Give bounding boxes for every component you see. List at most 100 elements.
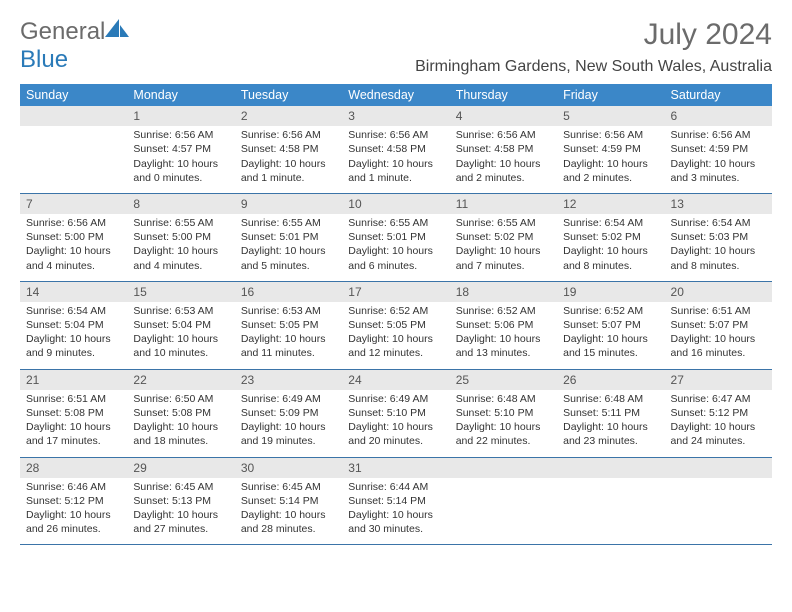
day-number: 13 [665,194,772,214]
day-body: Sunrise: 6:55 AMSunset: 5:01 PMDaylight:… [235,214,342,281]
calendar-cell [665,457,772,545]
day-number: 14 [20,282,127,302]
day-number: 25 [450,370,557,390]
day-body [665,478,772,528]
day-header: Tuesday [235,84,342,106]
calendar-cell: 17Sunrise: 6:52 AMSunset: 5:05 PMDayligh… [342,281,449,369]
day-body: Sunrise: 6:56 AMSunset: 4:58 PMDaylight:… [235,126,342,193]
day-body: Sunrise: 6:48 AMSunset: 5:10 PMDaylight:… [450,390,557,457]
day-number: 10 [342,194,449,214]
day-number: 12 [557,194,664,214]
calendar-cell: 13Sunrise: 6:54 AMSunset: 5:03 PMDayligh… [665,193,772,281]
calendar-cell: 26Sunrise: 6:48 AMSunset: 5:11 PMDayligh… [557,369,664,457]
calendar-table: SundayMondayTuesdayWednesdayThursdayFrid… [20,84,772,545]
day-body: Sunrise: 6:56 AMSunset: 4:59 PMDaylight:… [557,126,664,193]
day-header: Monday [127,84,234,106]
calendar-cell: 11Sunrise: 6:55 AMSunset: 5:02 PMDayligh… [450,193,557,281]
calendar-cell: 8Sunrise: 6:55 AMSunset: 5:00 PMDaylight… [127,193,234,281]
day-number: 11 [450,194,557,214]
day-number: 16 [235,282,342,302]
day-number: 3 [342,106,449,126]
calendar-cell: 20Sunrise: 6:51 AMSunset: 5:07 PMDayligh… [665,281,772,369]
day-number [20,106,127,126]
day-header-row: SundayMondayTuesdayWednesdayThursdayFrid… [20,84,772,106]
calendar-cell: 5Sunrise: 6:56 AMSunset: 4:59 PMDaylight… [557,106,664,193]
calendar-row: 1Sunrise: 6:56 AMSunset: 4:57 PMDaylight… [20,106,772,193]
calendar-row: 7Sunrise: 6:56 AMSunset: 5:00 PMDaylight… [20,193,772,281]
day-number: 29 [127,458,234,478]
calendar-cell: 3Sunrise: 6:56 AMSunset: 4:58 PMDaylight… [342,106,449,193]
day-body: Sunrise: 6:52 AMSunset: 5:06 PMDaylight:… [450,302,557,369]
day-body: Sunrise: 6:51 AMSunset: 5:08 PMDaylight:… [20,390,127,457]
day-number: 6 [665,106,772,126]
calendar-cell: 31Sunrise: 6:44 AMSunset: 5:14 PMDayligh… [342,457,449,545]
calendar-cell: 27Sunrise: 6:47 AMSunset: 5:12 PMDayligh… [665,369,772,457]
sail-icon [105,19,131,39]
day-number: 7 [20,194,127,214]
calendar-cell: 25Sunrise: 6:48 AMSunset: 5:10 PMDayligh… [450,369,557,457]
day-header: Saturday [665,84,772,106]
calendar-cell: 24Sunrise: 6:49 AMSunset: 5:10 PMDayligh… [342,369,449,457]
day-body: Sunrise: 6:47 AMSunset: 5:12 PMDaylight:… [665,390,772,457]
day-number: 15 [127,282,234,302]
day-body: Sunrise: 6:45 AMSunset: 5:13 PMDaylight:… [127,478,234,545]
day-body: Sunrise: 6:54 AMSunset: 5:03 PMDaylight:… [665,214,772,281]
calendar-cell: 9Sunrise: 6:55 AMSunset: 5:01 PMDaylight… [235,193,342,281]
day-header: Sunday [20,84,127,106]
day-body [20,126,127,176]
day-body: Sunrise: 6:49 AMSunset: 5:09 PMDaylight:… [235,390,342,457]
logo: General Blue [20,18,131,74]
calendar-cell: 21Sunrise: 6:51 AMSunset: 5:08 PMDayligh… [20,369,127,457]
day-body: Sunrise: 6:49 AMSunset: 5:10 PMDaylight:… [342,390,449,457]
calendar-cell: 18Sunrise: 6:52 AMSunset: 5:06 PMDayligh… [450,281,557,369]
day-body: Sunrise: 6:46 AMSunset: 5:12 PMDaylight:… [20,478,127,545]
calendar-cell: 22Sunrise: 6:50 AMSunset: 5:08 PMDayligh… [127,369,234,457]
day-header: Friday [557,84,664,106]
day-number [450,458,557,478]
day-number: 30 [235,458,342,478]
calendar-row: 28Sunrise: 6:46 AMSunset: 5:12 PMDayligh… [20,457,772,545]
day-number: 31 [342,458,449,478]
day-number: 27 [665,370,772,390]
calendar-cell: 19Sunrise: 6:52 AMSunset: 5:07 PMDayligh… [557,281,664,369]
day-body: Sunrise: 6:55 AMSunset: 5:01 PMDaylight:… [342,214,449,281]
day-body: Sunrise: 6:52 AMSunset: 5:05 PMDaylight:… [342,302,449,369]
day-body: Sunrise: 6:54 AMSunset: 5:02 PMDaylight:… [557,214,664,281]
day-body: Sunrise: 6:56 AMSunset: 4:58 PMDaylight:… [450,126,557,193]
day-number: 24 [342,370,449,390]
day-number: 1 [127,106,234,126]
calendar-cell: 23Sunrise: 6:49 AMSunset: 5:09 PMDayligh… [235,369,342,457]
day-body: Sunrise: 6:55 AMSunset: 5:00 PMDaylight:… [127,214,234,281]
day-number: 22 [127,370,234,390]
calendar-cell: 2Sunrise: 6:56 AMSunset: 4:58 PMDaylight… [235,106,342,193]
calendar-row: 14Sunrise: 6:54 AMSunset: 5:04 PMDayligh… [20,281,772,369]
calendar-cell [20,106,127,193]
calendar-cell: 12Sunrise: 6:54 AMSunset: 5:02 PMDayligh… [557,193,664,281]
calendar-body: 1Sunrise: 6:56 AMSunset: 4:57 PMDaylight… [20,106,772,545]
day-body: Sunrise: 6:45 AMSunset: 5:14 PMDaylight:… [235,478,342,545]
day-body: Sunrise: 6:53 AMSunset: 5:04 PMDaylight:… [127,302,234,369]
day-body: Sunrise: 6:56 AMSunset: 4:58 PMDaylight:… [342,126,449,193]
logo-word-2: Blue [20,46,68,73]
day-header: Wednesday [342,84,449,106]
calendar-cell [450,457,557,545]
day-number: 8 [127,194,234,214]
day-body: Sunrise: 6:48 AMSunset: 5:11 PMDaylight:… [557,390,664,457]
day-body [557,478,664,528]
calendar-cell: 16Sunrise: 6:53 AMSunset: 5:05 PMDayligh… [235,281,342,369]
calendar-cell: 14Sunrise: 6:54 AMSunset: 5:04 PMDayligh… [20,281,127,369]
calendar-row: 21Sunrise: 6:51 AMSunset: 5:08 PMDayligh… [20,369,772,457]
day-number: 23 [235,370,342,390]
day-number: 21 [20,370,127,390]
day-number: 20 [665,282,772,302]
calendar-cell: 7Sunrise: 6:56 AMSunset: 5:00 PMDaylight… [20,193,127,281]
day-number: 5 [557,106,664,126]
day-body: Sunrise: 6:52 AMSunset: 5:07 PMDaylight:… [557,302,664,369]
day-number: 9 [235,194,342,214]
calendar-cell: 4Sunrise: 6:56 AMSunset: 4:58 PMDaylight… [450,106,557,193]
calendar-cell: 30Sunrise: 6:45 AMSunset: 5:14 PMDayligh… [235,457,342,545]
day-number [665,458,772,478]
day-number: 28 [20,458,127,478]
day-number: 17 [342,282,449,302]
calendar-cell: 1Sunrise: 6:56 AMSunset: 4:57 PMDaylight… [127,106,234,193]
